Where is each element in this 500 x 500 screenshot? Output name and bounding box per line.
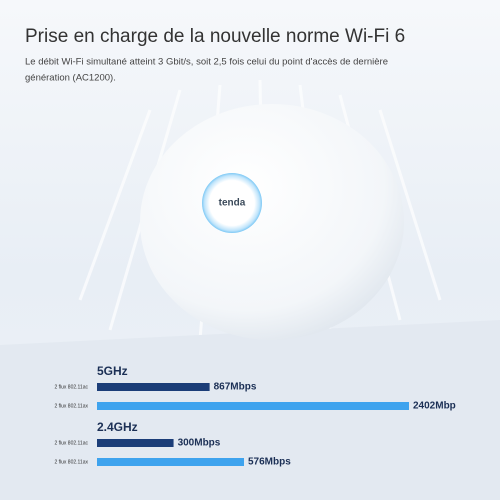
bar bbox=[97, 458, 244, 466]
value-label: 2402Mbp bbox=[413, 401, 456, 412]
subtitle: Le débit Wi-Fi simultané atteint 3 Gbit/… bbox=[25, 57, 388, 68]
group-title: 5GHz bbox=[97, 364, 128, 378]
subtitle: génération (AC1200). bbox=[25, 73, 116, 84]
group-title: 2.4GHz bbox=[97, 420, 138, 434]
logo-button bbox=[202, 173, 262, 233]
bar bbox=[97, 439, 174, 447]
value-label: 300Mbps bbox=[178, 438, 221, 449]
category-label: 2 flux 802.11ac bbox=[54, 440, 88, 446]
logo: tenda bbox=[219, 198, 246, 209]
title: Prise en charge de la nouvelle norme Wi-… bbox=[25, 26, 405, 47]
access-point bbox=[140, 104, 404, 340]
category-label: 2 flux 802.11ax bbox=[54, 403, 88, 409]
value-label: 576Mbps bbox=[248, 457, 291, 468]
bar bbox=[97, 402, 409, 410]
value-label: 867Mbps bbox=[214, 382, 257, 393]
category-label: 2 flux 802.11ac bbox=[54, 384, 88, 390]
bar bbox=[97, 383, 210, 391]
category-label: 2 flux 802.11ax bbox=[54, 459, 88, 465]
